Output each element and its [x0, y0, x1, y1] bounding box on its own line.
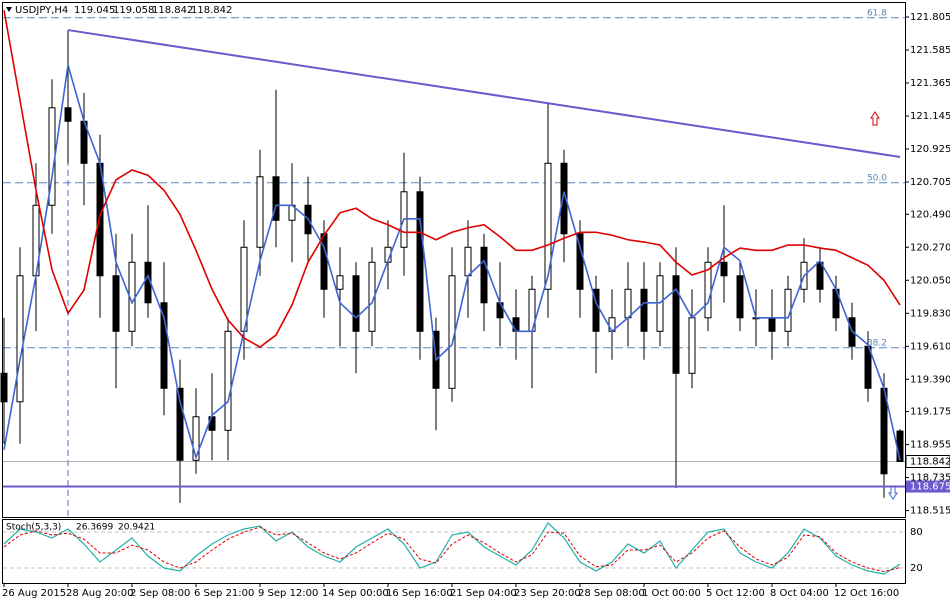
x-tick-label: 28 Sep 08:00	[578, 588, 645, 599]
candle-body	[416, 191, 424, 332]
stoch-label: Stoch(5,3,3)	[6, 523, 61, 533]
fib-label: 50.0	[867, 173, 887, 183]
header-open: 119.045	[74, 5, 115, 16]
fib-label: 38.2	[867, 338, 887, 348]
menu-triangle	[6, 7, 12, 12]
candle-body	[256, 176, 264, 248]
x-tick-label: 8 Oct 04:00	[770, 588, 829, 599]
candle-body	[64, 107, 72, 122]
y-tick-label: 121.805	[910, 12, 950, 23]
candle-body	[480, 246, 488, 304]
y-tick-label: 118.735	[910, 473, 950, 484]
candle-body	[768, 317, 776, 332]
candle-body	[688, 317, 696, 374]
y-tick-label: 120.490	[910, 209, 950, 220]
stoch-signal-value: 20.9421	[118, 523, 155, 533]
y-tick-label: 121.145	[910, 111, 950, 122]
x-tick-label: 14 Sep 00:00	[322, 588, 389, 599]
x-tick-label: 1 Oct 00:00	[642, 588, 701, 599]
candle-body	[160, 302, 168, 389]
candle-body	[544, 162, 552, 290]
x-tick-label: 16 Sep 16:00	[386, 588, 453, 599]
candle-body	[176, 387, 184, 461]
stoch-tick-label: 80	[910, 527, 923, 538]
header-high: 119.058	[113, 5, 154, 16]
candle-body	[448, 275, 456, 389]
header-low: 118.842	[152, 5, 193, 16]
x-tick-label: 9 Sep 12:00	[258, 588, 318, 599]
stoch-panel	[2, 519, 906, 584]
x-tick-label: 23 Sep 20:00	[514, 588, 581, 599]
current-price-label: 118.842	[910, 456, 950, 467]
candle-body	[0, 372, 8, 403]
candle-body	[16, 275, 24, 403]
y-tick-label: 121.585	[910, 45, 950, 56]
x-tick-label: 6 Sep 21:00	[194, 588, 254, 599]
candle-body	[592, 288, 600, 332]
y-tick-label: 120.270	[910, 242, 950, 253]
trendline	[67, 29, 901, 158]
current-price-box	[905, 454, 950, 468]
buy-arrow	[870, 111, 880, 126]
candle-body	[320, 233, 328, 290]
x-tick-label: 26 Aug 2015	[2, 588, 66, 599]
sell-arrow	[888, 485, 898, 500]
x-tick-label: 2 Sep 08:00	[130, 588, 190, 599]
y-tick-label: 119.390	[910, 374, 950, 385]
candle-body	[816, 261, 824, 290]
candle-body	[464, 246, 472, 277]
stoch-main	[3, 522, 901, 575]
y-tick-label: 119.610	[910, 341, 950, 352]
moving-average	[3, 64, 901, 461]
x-tick-label: 5 Oct 12:00	[706, 588, 765, 599]
candle-body	[112, 275, 120, 332]
candle-body	[224, 330, 232, 431]
y-tick-label: 119.175	[910, 407, 950, 418]
y-tick-label: 121.365	[910, 78, 950, 89]
candle-body	[512, 317, 520, 332]
y-tick-label: 119.830	[910, 308, 950, 319]
candle-body	[336, 275, 344, 290]
candle-body	[720, 261, 728, 277]
symbol: USDJPY,H4	[15, 5, 68, 16]
candle-body	[640, 288, 648, 332]
x-tick-label: 12 Oct 16:00	[834, 588, 899, 599]
candle-body	[560, 162, 568, 235]
moving-average	[3, 10, 901, 348]
candle-body	[672, 275, 680, 374]
stoch-tick-label: 20	[910, 563, 923, 574]
candle-body	[624, 288, 632, 319]
candle-body	[352, 275, 360, 332]
support-price-label: 118.675	[910, 482, 950, 493]
candle-body	[192, 416, 200, 461]
candle-body	[576, 233, 584, 290]
y-tick-label: 118.515	[910, 506, 950, 517]
main-panel	[2, 2, 906, 518]
stoch-main-value: 26.3699	[76, 523, 113, 533]
header-close: 118.842	[191, 5, 232, 16]
y-tick-label: 120.050	[910, 275, 950, 286]
support-price-box	[906, 480, 950, 493]
x-tick-label: 28 Aug 20:00	[66, 588, 133, 599]
fib-label: 61.8	[867, 8, 887, 18]
x-tick-label: 21 Sep 04:00	[450, 588, 517, 599]
y-tick-label: 118.955	[910, 440, 950, 451]
candle-body	[272, 176, 280, 221]
y-tick-label: 120.705	[910, 177, 950, 188]
y-tick-label: 120.925	[910, 144, 950, 155]
candle-body	[736, 275, 744, 319]
